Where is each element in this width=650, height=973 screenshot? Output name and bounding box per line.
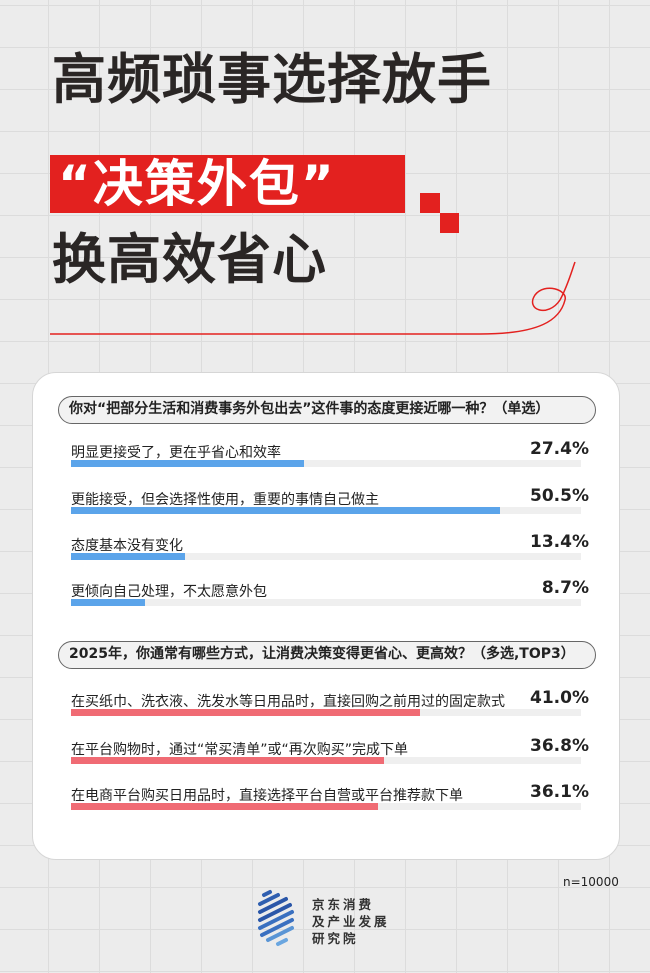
bar-track [71, 803, 581, 810]
survey-card: 你对“把部分生活和消费事务外包出去”这件事的态度更接近哪一种？（单选） 明显更接… [32, 372, 620, 860]
title-line-3: 换高效省心 [52, 228, 327, 291]
question-1: 你对“把部分生活和消费事务外包出去”这件事的态度更接近哪一种？（单选） [58, 396, 596, 424]
question-2: 2025年，你通常有哪些方式，让消费决策变得更省心、更高效？（多选,TOP3） [58, 641, 596, 669]
bar [71, 803, 378, 810]
title-highlight-box [50, 155, 405, 213]
bar-label: 在平台购物时，通过“常买清单”或“再次购买”完成下单 [71, 742, 409, 758]
title-line-1: 高频琐事选择放手 [52, 48, 492, 111]
bar [71, 460, 304, 467]
bar-track [71, 460, 581, 467]
bar-label: 更倾向自己处理，不太愿意外包 [71, 584, 267, 600]
bar [71, 507, 501, 514]
jd-institute-logo-icon [258, 890, 294, 946]
bar-track [71, 507, 581, 514]
bar-track [71, 553, 581, 560]
bar [71, 553, 185, 560]
bar [71, 757, 384, 764]
org-name: 京东消费 及产业发展 研究院 [312, 896, 390, 947]
bar [71, 709, 420, 716]
bar-label: 在电商平台购买日用品时，直接选择平台自营或平台推荐款下单 [71, 788, 463, 804]
bar-label: 态度基本没有变化 [71, 538, 183, 554]
bar-label: 明显更接受了，更在乎省心和效率 [71, 445, 281, 461]
bar-value-label: 41.0% [530, 688, 589, 708]
title-line-2: “决策外包” [58, 155, 336, 213]
bar-value-label: 36.1% [530, 782, 589, 802]
bar-value-label: 8.7% [541, 578, 589, 598]
decor-square [420, 193, 440, 213]
bar-track [71, 757, 581, 764]
bar-value-label: 13.4% [530, 532, 589, 552]
bar [71, 599, 145, 606]
bar-track [71, 599, 581, 606]
bar-value-label: 27.4% [530, 439, 589, 459]
bar-label: 在买纸巾、洗衣液、洗发水等日用品时，直接回购之前用过的固定款式 [71, 694, 505, 710]
bar-value-label: 50.5% [530, 486, 589, 506]
bar-label: 更能接受，但会选择性使用，重要的事情自己做主 [71, 492, 379, 508]
org-name-line: 及产业发展 [312, 914, 390, 929]
decor-red-curve [50, 261, 576, 335]
bar-track [71, 709, 581, 716]
bar-value-label: 36.8% [530, 736, 589, 756]
org-name-line: 研究院 [312, 931, 359, 946]
sample-size: n=10000 [563, 875, 619, 889]
org-name-line: 京东消费 [312, 897, 375, 912]
decor-square [440, 213, 459, 233]
